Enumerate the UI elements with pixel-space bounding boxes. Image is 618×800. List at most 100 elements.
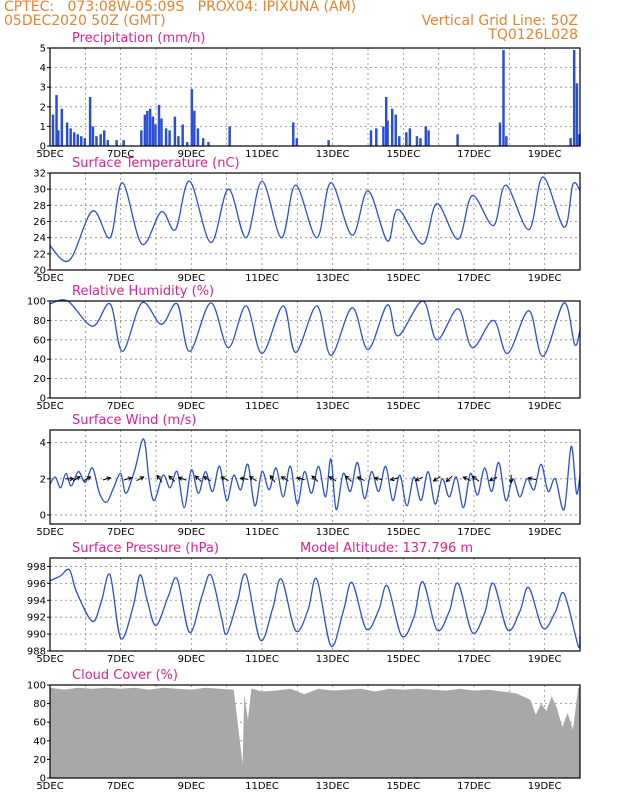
x-tick-label: 19DEC (528, 527, 562, 538)
y-tick-label: 0 (40, 394, 46, 405)
x-tick-label: 17DEC (457, 527, 491, 538)
wind-arrow-head (156, 474, 162, 480)
wind-arrow (72, 476, 81, 482)
x-tick-label: 15DEC (386, 273, 420, 284)
precip-bar (569, 138, 572, 146)
wind-arrow-head (239, 476, 245, 482)
wind-arrow (446, 475, 453, 482)
wind-arrow (415, 476, 424, 482)
series-line (49, 176, 581, 263)
wind-arrow-head (75, 476, 81, 481)
x-tick-label: 9DEC (178, 273, 205, 284)
precip-bar (122, 140, 125, 146)
precip-bar (146, 110, 149, 146)
wind-arrow (472, 476, 480, 482)
panel-title: Relative Humidity (%) (72, 284, 214, 299)
x-tick-label: 5DEC (36, 149, 63, 160)
y-tick-label: 30 (33, 185, 46, 196)
cloud-area (50, 687, 580, 778)
precip-bar (55, 95, 58, 146)
wind-arrow (123, 477, 132, 481)
x-tick-label: 13DEC (316, 527, 350, 538)
y-tick-label: 990 (27, 630, 46, 641)
precip-bar (369, 130, 373, 146)
x-tick-label: 11DEC (245, 654, 279, 665)
y-tick-label: 80 (33, 699, 46, 710)
wind-arrow (168, 475, 176, 482)
y-tick-label: 0 (40, 142, 46, 153)
wind-arrow-head (527, 476, 533, 481)
run-date-label: 05DEC2020 50Z (GMT) (4, 13, 166, 29)
wind-arrow (249, 476, 257, 482)
precip-bar (65, 122, 69, 146)
precip-bar (168, 130, 171, 146)
wind-arrow (156, 475, 163, 483)
y-tick-label: 26 (33, 217, 46, 228)
precip-bar (80, 136, 83, 146)
precip-bar (398, 136, 401, 146)
precip-bar (394, 114, 397, 146)
x-tick-label: 19DEC (528, 401, 562, 412)
wind-arrow (357, 476, 365, 481)
panel-subtitle: Model Altitude: 137.796 m (300, 541, 473, 556)
precip-bar (151, 116, 155, 146)
precip-bar (91, 126, 95, 146)
wind-arrow-head (220, 476, 226, 481)
precip-bar (181, 124, 184, 146)
y-tick-label: 28 (33, 201, 46, 212)
precip-bar (173, 116, 177, 146)
x-tick-label: 7DEC (107, 654, 134, 665)
x-tick-label: 15DEC (386, 401, 420, 412)
precip-bar (502, 49, 505, 146)
x-tick-label: 13DEC (316, 781, 350, 792)
panel-frame (49, 300, 581, 399)
wind-arrow-head (508, 479, 514, 484)
panel-title: Precipitation (mm/h) (72, 31, 205, 46)
precip-bar (193, 110, 196, 146)
wind-arrow (374, 477, 383, 481)
y-tick-label: 100 (27, 681, 46, 692)
x-tick-label: 11DEC (245, 527, 279, 538)
precip-bar (76, 134, 79, 146)
x-tick-label: 15DEC (386, 149, 420, 160)
x-tick-label: 13DEC (316, 654, 350, 665)
panel-frame (49, 684, 581, 779)
wind-arrow (136, 476, 144, 482)
y-tick-label: 40 (33, 736, 46, 747)
y-tick-label: 996 (27, 579, 46, 590)
y-tick-label: 994 (27, 596, 46, 607)
wind-arrow (433, 476, 441, 482)
precip-bar (140, 130, 143, 146)
wind-arrow (390, 477, 399, 481)
precip-bar (427, 130, 430, 146)
wind-arrow-head (106, 476, 112, 481)
precip-bar (201, 138, 205, 146)
station-header: CPTEC: 073:08W-05:09S PROX04: IPIXUNA (A… (4, 0, 357, 15)
x-tick-label: 7DEC (107, 781, 134, 792)
precip-bar (575, 83, 579, 146)
wind-arrow (178, 476, 187, 481)
x-tick-label: 17DEC (457, 149, 491, 160)
wind-arrow-head (295, 476, 301, 481)
x-tick-label: 9DEC (178, 401, 205, 412)
y-tick-label: 80 (33, 316, 46, 327)
wind-arrow (311, 475, 319, 482)
x-tick-label: 5DEC (36, 654, 63, 665)
precip-bar (164, 128, 168, 146)
wind-arrow-head (328, 476, 334, 481)
x-tick-label: 17DEC (457, 654, 491, 665)
y-tick-label: 988 (27, 647, 46, 658)
x-tick-label: 17DEC (457, 401, 491, 412)
panel-frame (49, 429, 581, 525)
y-tick-label: 20 (33, 266, 46, 277)
x-tick-label: 11DEC (245, 149, 279, 160)
y-tick-label: 992 (27, 613, 46, 624)
x-tick-label: 9DEC (178, 654, 205, 665)
x-tick-label: 5DEC (36, 527, 63, 538)
x-tick-label: 19DEC (528, 781, 562, 792)
panel-title: Cloud Cover (%) (72, 668, 178, 683)
y-tick-label: 5 (40, 44, 46, 55)
panel-frame (49, 47, 581, 147)
x-tick-label: 9DEC (178, 149, 205, 160)
precip-bar (386, 120, 389, 146)
